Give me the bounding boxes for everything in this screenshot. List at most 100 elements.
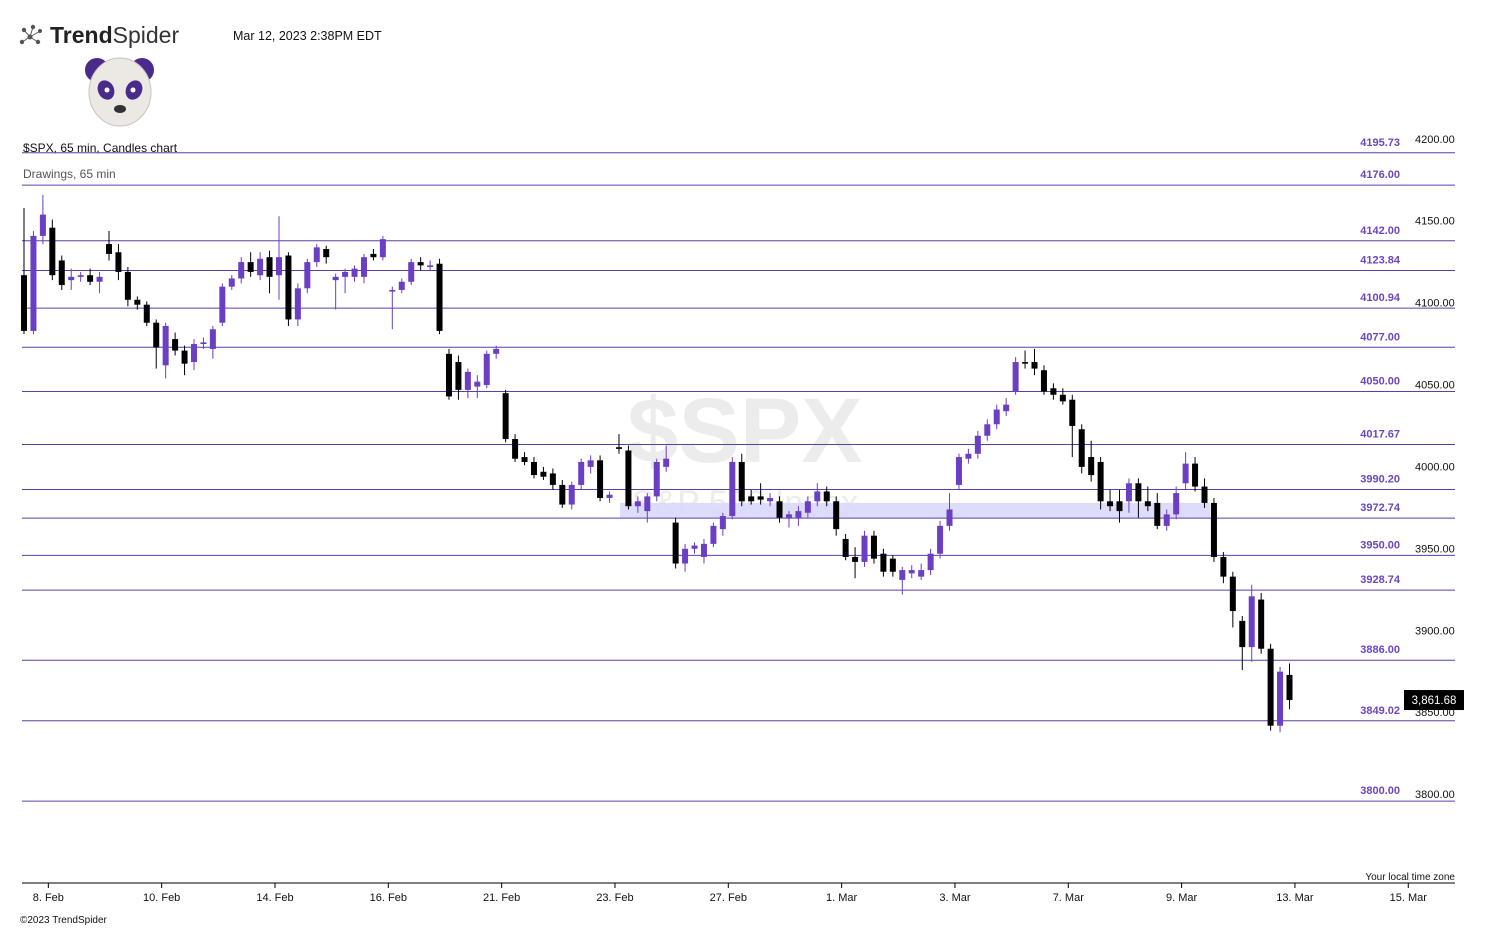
candle-body [342, 271, 349, 277]
candle-body [228, 278, 235, 287]
last-price-label: 3,861.68 [1412, 695, 1457, 707]
candle-body [549, 473, 556, 485]
candle-body [379, 239, 386, 258]
candle-body [889, 558, 896, 572]
candle-body [927, 553, 934, 571]
candle-body [190, 344, 197, 363]
candle-body [323, 248, 330, 258]
candle-body [748, 496, 755, 502]
candle-body [1267, 648, 1274, 726]
x-tick-label: 13. Mar [1276, 892, 1314, 904]
candle-body [918, 570, 925, 577]
candle-body [625, 450, 632, 507]
candle-body [870, 535, 877, 559]
x-tick-label: 15. Mar [1390, 892, 1428, 904]
logo-bold: Trend [50, 22, 113, 48]
candle-body [691, 545, 698, 549]
candle-body [68, 276, 75, 281]
y-tick-label: 4200.00 [1415, 134, 1455, 146]
x-tick-label: 1. Mar [826, 892, 858, 904]
candle-body [899, 570, 906, 580]
level-label: 4017.67 [1360, 428, 1400, 440]
candle-body [852, 556, 859, 562]
candle-body [993, 409, 1000, 425]
logo-light: Spider [113, 22, 180, 48]
chart-title: $SPX, 65 min, Candles chart [23, 141, 178, 155]
x-tick-label: 16. Feb [370, 892, 407, 904]
candle-body [1012, 362, 1019, 392]
candle-body [682, 548, 689, 564]
candle-body [1069, 399, 1076, 426]
candle-body [1022, 362, 1029, 364]
candle-body [634, 501, 641, 507]
candle-body [521, 457, 528, 462]
candle-body [408, 262, 415, 282]
level-label: 3800.00 [1360, 785, 1400, 797]
plot-area: 4195.73 4176.00 4142.00 4123.84 4100.94 4077.… [21, 137, 1455, 802]
candle-body [1201, 486, 1208, 503]
candle-body [1286, 674, 1293, 701]
candle-body [738, 461, 745, 502]
candle-body [162, 325, 169, 366]
candle-body [304, 262, 311, 289]
candle-body [776, 501, 783, 518]
candle-body [512, 439, 519, 459]
candle-body [1031, 362, 1038, 369]
level-label: 4050.00 [1360, 376, 1400, 388]
candle-body [1210, 502, 1217, 557]
candle-body [39, 214, 46, 236]
candle-body [804, 501, 811, 513]
candle-body [360, 257, 367, 277]
candle-body [209, 329, 216, 349]
candle-body [502, 393, 509, 440]
candle-body [332, 276, 339, 281]
candle-body [785, 514, 792, 518]
candle-body [1173, 493, 1180, 515]
level-label: 4123.84 [1360, 255, 1401, 267]
candle-body [87, 275, 94, 282]
x-tick-label: 9. Mar [1166, 892, 1198, 904]
y-tick-label: 4100.00 [1415, 298, 1455, 310]
candle-body [77, 275, 84, 277]
candle-body [1003, 404, 1010, 412]
candle-body [1107, 501, 1114, 507]
candle-body [597, 460, 604, 499]
candle-body [1135, 483, 1142, 502]
x-tick-label: 8. Feb [33, 892, 64, 904]
candle-body [483, 353, 490, 385]
candle-body [436, 263, 443, 331]
candle-body [275, 257, 282, 276]
candle-body [1097, 461, 1104, 502]
level-label: 3928.74 [1360, 574, 1401, 586]
footer: ©2023 TrendSpider [20, 915, 108, 926]
timezone-note: Your local time zone [1365, 872, 1455, 883]
x-tick-label: 21. Feb [483, 892, 520, 904]
candle-body [285, 255, 292, 320]
candle-body [767, 498, 774, 502]
candle-body [606, 494, 613, 499]
candle-body [1163, 514, 1170, 526]
candle-body [1078, 429, 1085, 467]
candle-body [946, 509, 953, 526]
candle-body [1116, 501, 1123, 512]
candle-body [200, 342, 207, 345]
watermark: $SPX [627, 380, 862, 482]
x-tick-label: 14. Feb [256, 892, 293, 904]
candle-body [153, 322, 160, 348]
candle-body [729, 461, 736, 517]
candle-body [880, 553, 887, 572]
x-tick-label: 23. Feb [596, 892, 633, 904]
candle-body [908, 570, 915, 574]
candle-body [21, 275, 27, 331]
candle-body [540, 471, 547, 477]
candle-body [568, 484, 575, 505]
candle-body [238, 262, 245, 279]
candle-body [1258, 599, 1265, 649]
level-label: 4100.94 [1360, 292, 1401, 304]
y-tick-label: 4000.00 [1415, 461, 1455, 473]
candle-body [663, 458, 670, 467]
candle-body [455, 362, 462, 390]
y-tick-label: 4050.00 [1415, 380, 1455, 392]
candle-body [578, 461, 585, 485]
candle-body [757, 496, 764, 500]
